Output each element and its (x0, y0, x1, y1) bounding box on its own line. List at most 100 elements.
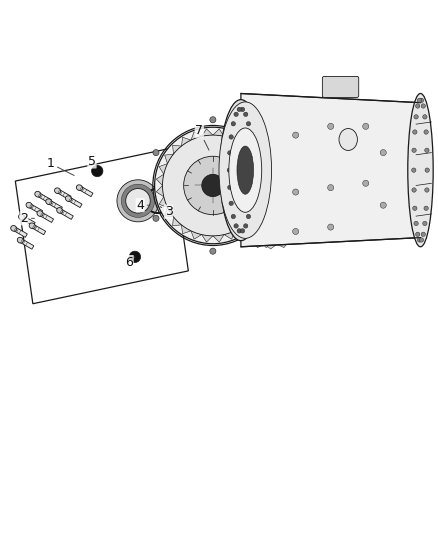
Polygon shape (310, 142, 318, 151)
Polygon shape (215, 151, 223, 161)
Polygon shape (252, 154, 261, 164)
Circle shape (229, 216, 234, 221)
Polygon shape (325, 198, 331, 209)
Circle shape (414, 221, 418, 225)
Circle shape (216, 183, 222, 188)
Polygon shape (241, 127, 252, 134)
Circle shape (219, 200, 225, 206)
Circle shape (248, 201, 253, 206)
Ellipse shape (237, 146, 254, 194)
Ellipse shape (29, 223, 35, 229)
Circle shape (317, 165, 322, 171)
Circle shape (380, 202, 386, 208)
Circle shape (242, 138, 247, 143)
Circle shape (412, 188, 416, 192)
Ellipse shape (11, 225, 17, 231)
Polygon shape (289, 127, 300, 134)
Text: 7: 7 (195, 124, 209, 150)
Polygon shape (213, 235, 224, 242)
Polygon shape (252, 207, 261, 217)
Circle shape (237, 107, 241, 111)
Ellipse shape (229, 128, 262, 212)
Circle shape (219, 165, 225, 171)
Polygon shape (191, 132, 201, 140)
Polygon shape (277, 123, 289, 129)
Polygon shape (210, 198, 217, 209)
Circle shape (416, 232, 420, 237)
Circle shape (153, 215, 159, 221)
Circle shape (277, 132, 283, 137)
Ellipse shape (46, 199, 52, 205)
Circle shape (414, 115, 418, 119)
Circle shape (294, 138, 299, 143)
Circle shape (421, 104, 425, 108)
Circle shape (227, 168, 232, 172)
Circle shape (244, 112, 248, 117)
Circle shape (237, 229, 241, 233)
Circle shape (129, 251, 141, 263)
Circle shape (244, 224, 248, 228)
Circle shape (162, 135, 263, 236)
Circle shape (412, 168, 416, 172)
Polygon shape (224, 132, 235, 140)
Polygon shape (31, 224, 46, 235)
Polygon shape (328, 173, 334, 185)
Circle shape (210, 117, 216, 123)
Circle shape (423, 115, 427, 119)
Circle shape (424, 206, 428, 211)
Polygon shape (67, 197, 82, 207)
Ellipse shape (219, 102, 272, 238)
Circle shape (293, 189, 299, 195)
Ellipse shape (17, 237, 23, 243)
Ellipse shape (37, 211, 43, 216)
Circle shape (363, 180, 369, 187)
Circle shape (307, 150, 313, 155)
Circle shape (240, 229, 245, 233)
Circle shape (419, 98, 424, 102)
Circle shape (202, 174, 224, 197)
Circle shape (277, 234, 283, 239)
Circle shape (267, 150, 273, 156)
Circle shape (293, 229, 299, 235)
Circle shape (307, 216, 313, 221)
Circle shape (421, 232, 425, 237)
Circle shape (294, 228, 299, 233)
Polygon shape (201, 235, 213, 242)
Circle shape (328, 184, 334, 191)
Circle shape (380, 150, 386, 156)
Circle shape (242, 228, 247, 233)
Circle shape (229, 150, 234, 155)
Circle shape (246, 214, 251, 219)
Circle shape (250, 151, 254, 155)
Polygon shape (224, 231, 235, 239)
Circle shape (121, 184, 155, 217)
Polygon shape (277, 241, 289, 248)
Polygon shape (235, 225, 244, 233)
Polygon shape (262, 174, 269, 185)
Ellipse shape (408, 93, 433, 247)
Polygon shape (215, 209, 223, 220)
Polygon shape (252, 123, 265, 129)
Circle shape (413, 130, 417, 134)
Polygon shape (208, 173, 213, 185)
Circle shape (417, 98, 422, 102)
Circle shape (184, 156, 242, 215)
Circle shape (416, 104, 420, 108)
Polygon shape (165, 207, 173, 217)
Circle shape (412, 148, 416, 152)
Polygon shape (252, 241, 265, 248)
Ellipse shape (18, 214, 25, 220)
Text: 3: 3 (160, 205, 173, 218)
Circle shape (210, 248, 216, 254)
Circle shape (250, 185, 254, 190)
Polygon shape (265, 244, 277, 249)
Circle shape (126, 189, 150, 213)
Circle shape (212, 126, 330, 245)
Polygon shape (28, 204, 42, 214)
Polygon shape (300, 134, 310, 142)
Ellipse shape (35, 191, 41, 197)
Polygon shape (318, 209, 326, 220)
Polygon shape (210, 161, 217, 173)
Polygon shape (181, 138, 191, 146)
Polygon shape (181, 225, 191, 233)
